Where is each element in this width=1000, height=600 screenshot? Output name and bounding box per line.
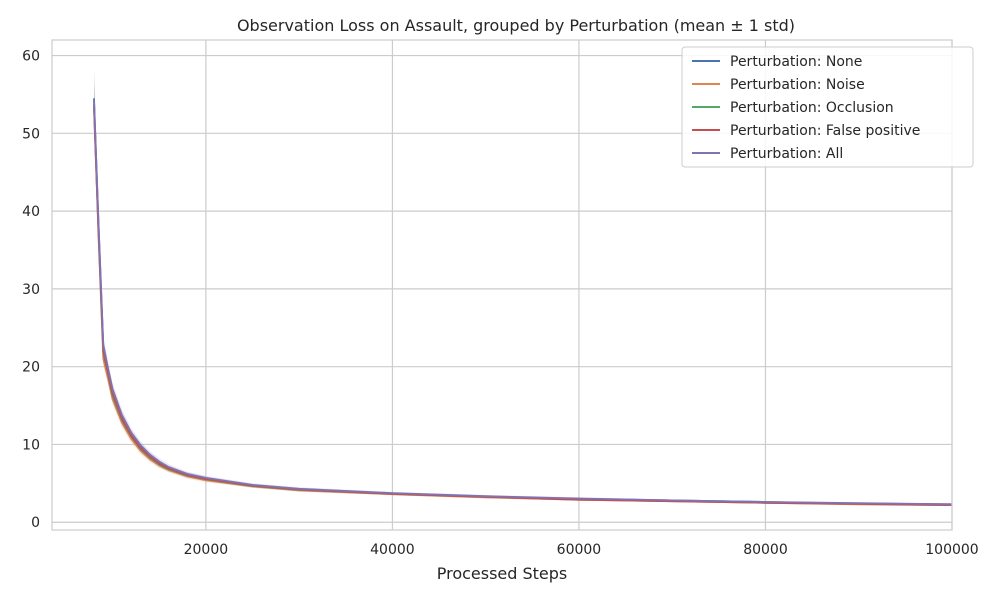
y-tick-label: 40 [22,204,40,220]
plot-frame [51,39,953,531]
chart-title: Observation Loss on Assault, grouped by … [237,16,795,35]
y-tick-label: 0 [31,515,40,531]
series-line-3 [93,108,953,506]
y-tick-label: 10 [22,437,40,453]
y-tick-label: 20 [22,360,40,376]
x-tick-label: 60000 [557,542,602,558]
legend: Perturbation: None Perturbation: Noise Per… [681,46,974,168]
series-line-4 [93,100,953,506]
y-tick-label: 60 [22,49,40,65]
y-tick-label: 30 [22,282,40,298]
y-tick-label: 50 [22,126,40,142]
x-tick-label: 40000 [370,542,415,558]
legend-label-0: Perturbation: None [730,54,862,70]
x-tick-label: 20000 [184,542,229,558]
legend-box [681,46,974,168]
x-tick-label: 100000 [925,542,978,558]
legend-label-3: Perturbation: False positive [730,123,920,139]
legend-label-2: Perturbation: Occlusion [730,100,894,116]
tick-labels: 20000 40000 60000 80000 100000 0 10 20 30 40 50 60 [22,49,979,558]
x-tick-label: 80000 [743,542,788,558]
series-lines [93,98,953,506]
legend-label-1: Perturbation: Noise [730,77,865,93]
legend-label-4: Perturbation: All [730,146,843,162]
x-axis-title: Processed Steps [437,564,568,583]
